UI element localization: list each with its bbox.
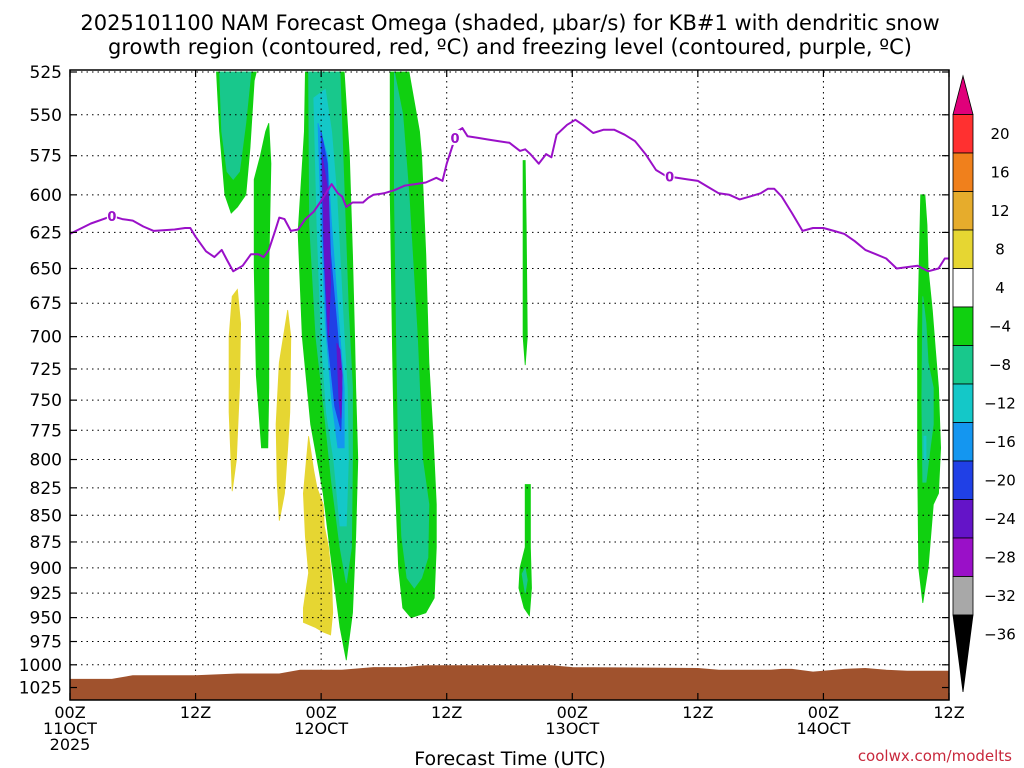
y-tick-label: 975 xyxy=(30,633,62,653)
freezing-level-label: 0 xyxy=(451,132,460,147)
x-tick-label: 00Z xyxy=(54,703,85,722)
colorbar-label: 4 xyxy=(995,279,1005,297)
y-tick-label: 800 xyxy=(30,451,62,471)
x-tick-label: 12Z xyxy=(180,703,211,722)
colorbar-label: −28 xyxy=(984,548,1016,566)
colorbar-band xyxy=(952,383,974,423)
y-tick-label: 825 xyxy=(30,479,62,499)
terrain-surface xyxy=(70,665,949,700)
omega-region xyxy=(518,484,532,617)
omega-region xyxy=(253,122,272,449)
omega-region xyxy=(321,155,332,337)
y-tick-label: 750 xyxy=(30,391,62,411)
colorbar-label: 20 xyxy=(990,125,1009,143)
x-tick-label: 00Z xyxy=(557,703,588,722)
omega-region xyxy=(219,71,252,181)
y-tick-label: 525 xyxy=(30,63,62,83)
x-tick-label: 00Z xyxy=(305,703,336,722)
freezing-label-background xyxy=(664,168,675,184)
colorbar-label: −8 xyxy=(989,356,1011,374)
colorbar: 20 16 12 8 4 −4 −8 −12 −16 −20 −24 −28 −32 −36 xyxy=(952,74,1016,693)
colorbar-band xyxy=(952,306,974,346)
colorbar-label: 12 xyxy=(990,202,1009,220)
freezing-level-contour: 0 0 0 xyxy=(70,118,949,273)
colorbar-band xyxy=(952,499,974,539)
omega-region xyxy=(336,343,343,419)
omega-region xyxy=(228,288,242,492)
omega-region xyxy=(275,309,292,521)
y-tick-label: 1000 xyxy=(19,656,62,676)
colorbar-label: 16 xyxy=(990,163,1009,181)
colorbar-band xyxy=(952,229,974,269)
freezing-label-background xyxy=(450,129,461,145)
colorbar-top-arrow xyxy=(952,74,974,115)
omega-region xyxy=(302,436,334,636)
y-tick-label: 625 xyxy=(30,223,62,243)
colorbar-label: −16 xyxy=(984,433,1016,451)
colorbar-band xyxy=(952,114,974,154)
source-credit: coolwx.com/modelts xyxy=(858,747,1012,765)
freezing-label-background xyxy=(106,208,117,224)
x-tick-label: 2025 xyxy=(50,735,91,754)
colorbar-label: −4 xyxy=(989,317,1011,335)
colorbar-label: −12 xyxy=(984,394,1016,412)
y-tick-label: 600 xyxy=(30,186,62,206)
omega-region xyxy=(393,71,430,589)
y-tick-label: 950 xyxy=(30,609,62,629)
chart-title-line-2: growth region (contoured, red, ºC) and f… xyxy=(108,35,912,59)
freezing-level-line xyxy=(70,118,949,273)
x-tick-label: 12Z xyxy=(431,703,462,722)
x-axis-label: Forecast Time (UTC) xyxy=(414,748,605,768)
y-tick-label: 850 xyxy=(30,506,62,526)
colorbar-label: 8 xyxy=(995,240,1005,258)
omega-region xyxy=(522,160,528,366)
x-tick-label: 12OCT xyxy=(294,719,348,738)
chart-title-line-1: 2025101100 NAM Forecast Omega (shaded, μ… xyxy=(80,11,939,35)
colorbar-label: −36 xyxy=(984,625,1016,643)
y-axis-ticks: 525 550 575 600 625 650 675 700 725 750 775 800 825 8… xyxy=(19,63,949,699)
y-tick-label: 875 xyxy=(30,533,62,553)
y-tick-label: 725 xyxy=(30,360,62,380)
x-tick-label: 00Z xyxy=(808,703,839,722)
colorbar-band xyxy=(952,191,974,231)
terrain-fill xyxy=(70,665,949,700)
x-tick-label: 13OCT xyxy=(545,719,599,738)
y-tick-label: 700 xyxy=(30,328,62,348)
y-tick-label: 650 xyxy=(30,259,62,279)
omega-region xyxy=(521,566,528,594)
colorbar-label: −32 xyxy=(984,587,1016,605)
freezing-level-label: 0 xyxy=(665,171,674,186)
x-tick-label: 12Z xyxy=(682,703,713,722)
freezing-level-label: 0 xyxy=(107,210,116,225)
y-tick-label: 900 xyxy=(30,559,62,579)
omega-shading xyxy=(216,71,942,661)
plot-frame xyxy=(69,69,950,701)
x-tick-label: 11OCT xyxy=(43,719,97,738)
omega-region xyxy=(921,296,934,483)
x-tick-label: 12Z xyxy=(933,703,964,722)
colorbar-band xyxy=(952,268,974,308)
x-tick-label: 14OCT xyxy=(796,719,850,738)
y-tick-label: 925 xyxy=(30,584,62,604)
omega-region xyxy=(923,435,927,460)
y-tick-label: 550 xyxy=(30,106,62,126)
colorbar-band xyxy=(952,460,974,500)
colorbar-band xyxy=(952,152,974,192)
colorbar-band xyxy=(952,537,974,577)
y-tick-label: 575 xyxy=(30,147,62,167)
colorbar-bottom-arrow xyxy=(952,614,974,693)
y-tick-label: 675 xyxy=(30,294,62,314)
colorbar-band xyxy=(952,576,974,616)
colorbar-label: −20 xyxy=(984,471,1016,489)
y-tick-label: 1025 xyxy=(19,679,62,699)
grid-lines xyxy=(69,70,950,700)
y-tick-label: 775 xyxy=(30,421,62,441)
colorbar-band xyxy=(952,422,974,462)
colorbar-label: −24 xyxy=(984,510,1016,528)
colorbar-band xyxy=(952,345,974,385)
